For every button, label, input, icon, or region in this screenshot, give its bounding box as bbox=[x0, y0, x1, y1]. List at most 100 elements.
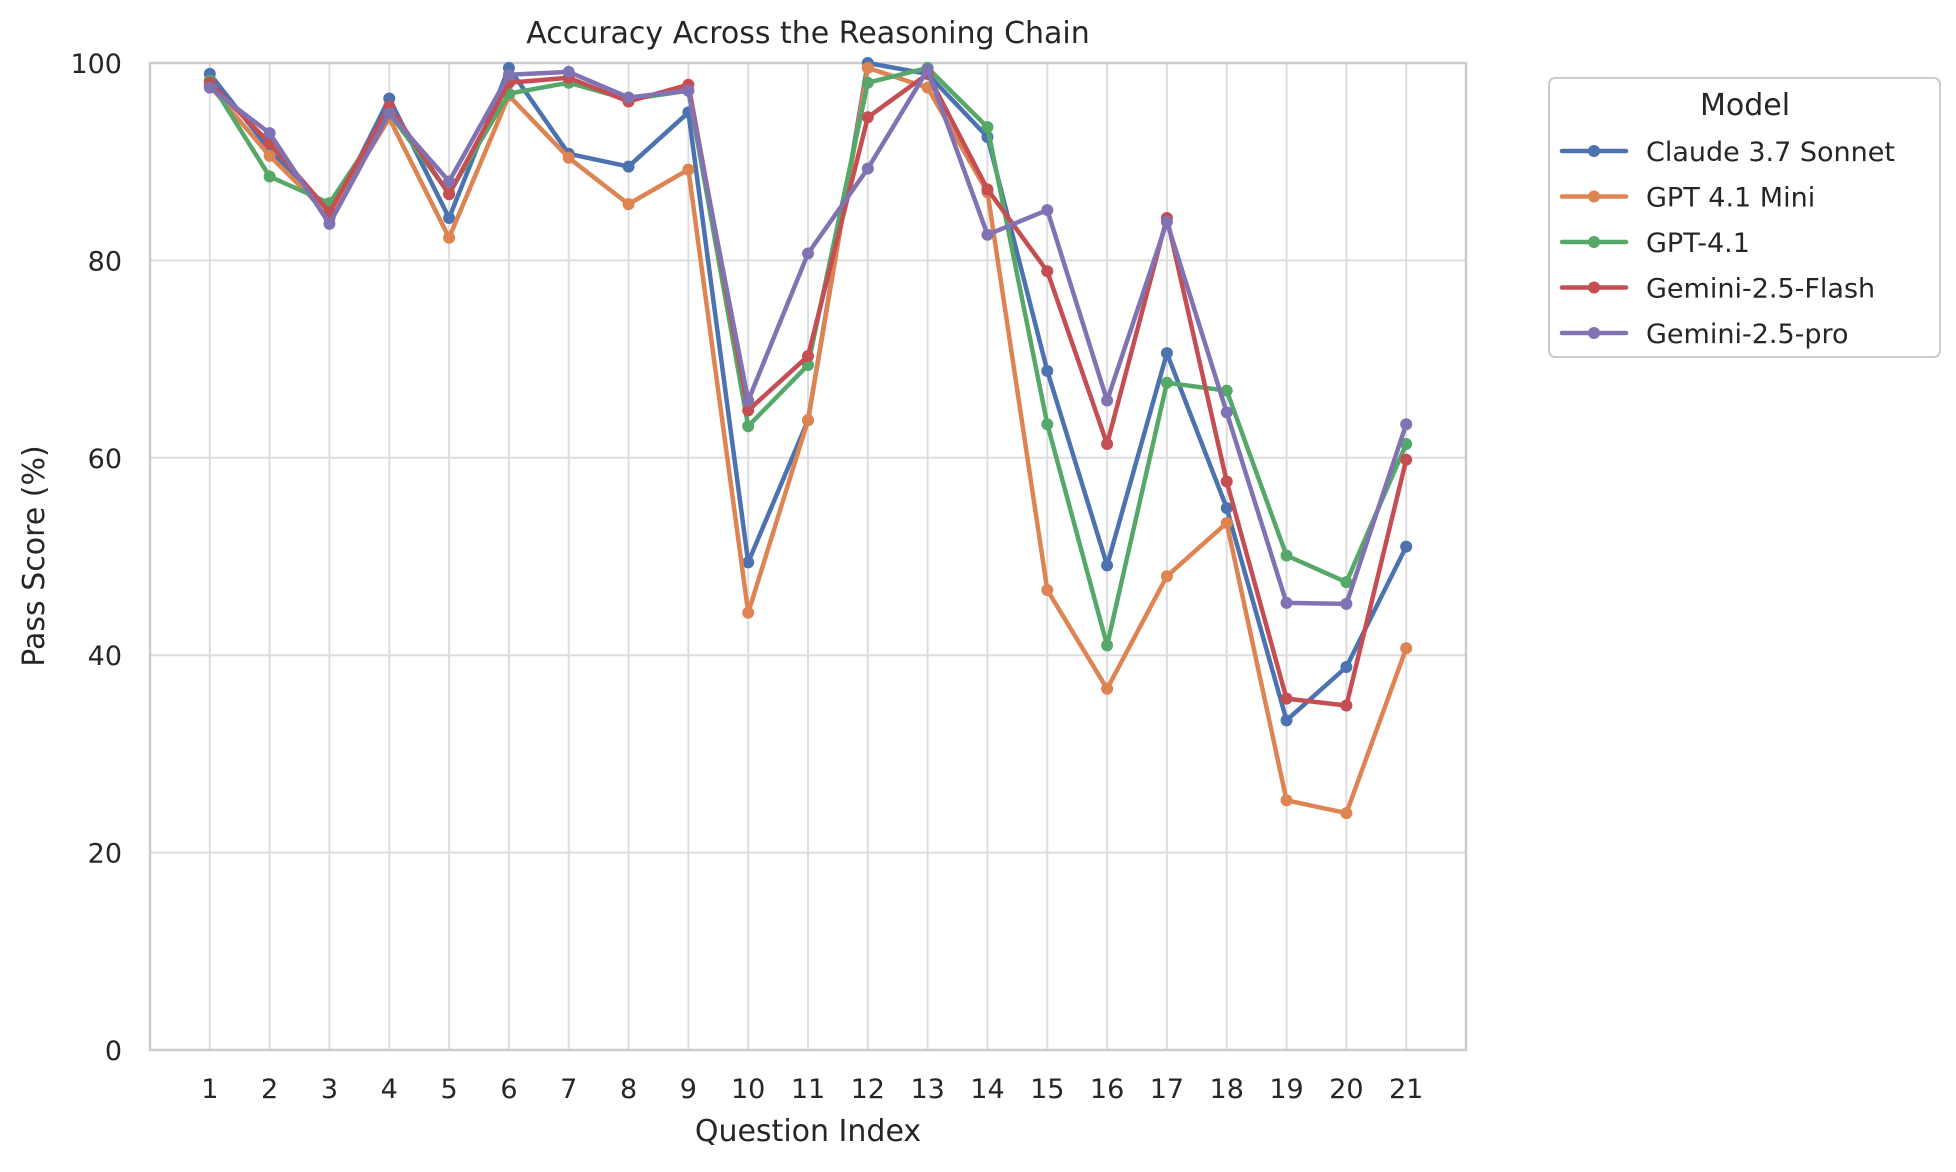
series-lines bbox=[203, 57, 1413, 820]
data-point bbox=[742, 420, 755, 433]
data-point bbox=[802, 350, 814, 363]
data-point bbox=[562, 151, 575, 164]
legend-label: Gemini-2.5-pro bbox=[1646, 319, 1849, 350]
legend-item: Claude 3.7 Sonnet bbox=[1559, 137, 1895, 168]
data-point bbox=[1041, 418, 1054, 431]
legend-item: Gemini-2.5-Flash bbox=[1559, 274, 1875, 305]
y-axis-label: Pass Score (%) bbox=[17, 445, 52, 666]
data-point bbox=[1280, 794, 1293, 807]
series-4 bbox=[203, 63, 1413, 610]
legend-swatch-marker bbox=[1588, 236, 1600, 248]
data-point bbox=[1101, 437, 1114, 450]
legend-swatch-marker bbox=[1588, 190, 1600, 203]
legend-item: GPT 4.1 Mini bbox=[1559, 183, 1815, 214]
data-point bbox=[1101, 394, 1114, 407]
x-tick-label: 5 bbox=[440, 1074, 457, 1105]
x-tick-label: 11 bbox=[791, 1074, 825, 1105]
data-point bbox=[1400, 642, 1413, 655]
data-point bbox=[1340, 597, 1353, 610]
data-point bbox=[622, 91, 635, 104]
data-point bbox=[742, 606, 755, 619]
x-tick-label: 14 bbox=[970, 1074, 1004, 1105]
data-point bbox=[1400, 453, 1413, 466]
x-tick-label: 2 bbox=[261, 1074, 278, 1105]
x-tick-label: 10 bbox=[731, 1074, 765, 1105]
x-tick-label: 12 bbox=[851, 1074, 885, 1105]
data-point bbox=[1041, 204, 1054, 217]
data-point bbox=[742, 556, 755, 569]
data-point bbox=[1400, 437, 1413, 450]
legend-item: Gemini-2.5-pro bbox=[1559, 319, 1849, 350]
data-point bbox=[1340, 661, 1353, 674]
data-point bbox=[1340, 576, 1353, 589]
x-tick-label: 15 bbox=[1030, 1074, 1064, 1105]
data-point bbox=[1400, 540, 1413, 553]
y-tick-label: 100 bbox=[70, 49, 122, 80]
data-point bbox=[1101, 639, 1114, 652]
data-point bbox=[383, 107, 396, 120]
y-tick-label: 40 bbox=[88, 641, 122, 672]
data-point bbox=[1160, 376, 1173, 389]
y-tick-label: 80 bbox=[88, 246, 122, 277]
data-point bbox=[861, 111, 874, 124]
data-point bbox=[1160, 215, 1173, 228]
data-point bbox=[263, 149, 276, 162]
legend-label: Claude 3.7 Sonnet bbox=[1646, 137, 1895, 168]
data-point bbox=[1041, 364, 1054, 377]
data-point bbox=[622, 160, 635, 173]
data-point bbox=[981, 121, 994, 134]
data-point bbox=[1400, 418, 1413, 431]
data-point bbox=[742, 404, 755, 417]
x-tick-label: 8 bbox=[620, 1074, 637, 1105]
chart-title: Accuracy Across the Reasoning Chain bbox=[526, 16, 1090, 51]
data-point bbox=[1280, 714, 1293, 727]
legend-item: GPT-4.1 bbox=[1559, 228, 1750, 259]
data-point bbox=[443, 231, 456, 244]
legend-label: GPT 4.1 Mini bbox=[1646, 183, 1815, 214]
data-point bbox=[1160, 347, 1173, 360]
data-point bbox=[1280, 692, 1293, 705]
x-tick-label: 13 bbox=[910, 1074, 944, 1105]
data-point bbox=[682, 163, 695, 176]
data-point bbox=[742, 394, 755, 407]
data-point bbox=[1220, 406, 1233, 419]
data-point bbox=[443, 188, 456, 201]
data-point bbox=[1101, 682, 1114, 695]
data-point bbox=[682, 84, 695, 97]
x-tick-label: 16 bbox=[1090, 1074, 1124, 1105]
data-point bbox=[802, 359, 814, 372]
data-point bbox=[1220, 384, 1233, 397]
legend-swatch-marker bbox=[1588, 145, 1600, 157]
data-point bbox=[861, 61, 874, 74]
x-tick-label: 21 bbox=[1389, 1074, 1423, 1105]
y-tick-label: 0 bbox=[105, 1036, 122, 1067]
x-tick-label: 6 bbox=[500, 1074, 517, 1105]
x-tick-label: 20 bbox=[1329, 1074, 1363, 1105]
data-point bbox=[1340, 699, 1353, 712]
data-point bbox=[263, 127, 276, 140]
x-tick-label: 3 bbox=[321, 1074, 338, 1105]
data-point bbox=[1160, 570, 1173, 583]
data-point bbox=[861, 162, 874, 175]
y-tick-label: 60 bbox=[88, 444, 122, 475]
data-point bbox=[1041, 265, 1054, 278]
data-point bbox=[802, 247, 814, 260]
x-axis-label: Question Index bbox=[695, 1114, 921, 1149]
legend-label: Gemini-2.5-Flash bbox=[1646, 274, 1875, 305]
data-point bbox=[502, 68, 515, 81]
data-point bbox=[1220, 516, 1233, 529]
x-tick-label: 9 bbox=[680, 1074, 697, 1105]
data-point bbox=[443, 211, 456, 224]
data-point bbox=[562, 65, 575, 78]
legend-box bbox=[1548, 77, 1941, 358]
data-point bbox=[622, 198, 635, 211]
x-tick-label: 4 bbox=[381, 1074, 398, 1105]
data-point bbox=[1220, 502, 1233, 515]
x-tick-label: 7 bbox=[560, 1074, 577, 1105]
x-tick-label: 19 bbox=[1269, 1074, 1303, 1105]
data-point bbox=[443, 175, 456, 188]
legend-label: GPT-4.1 bbox=[1646, 228, 1750, 259]
x-tick-label: 17 bbox=[1150, 1074, 1184, 1105]
